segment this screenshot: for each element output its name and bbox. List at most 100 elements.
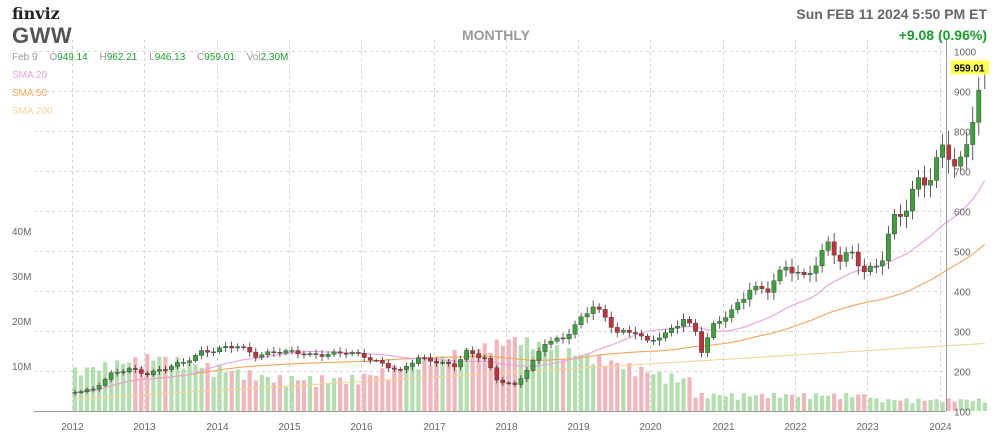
volume-bar <box>398 369 403 411</box>
candle-body <box>464 350 470 360</box>
sma200-legend[interactable]: SMA 200 <box>12 106 53 117</box>
candle <box>403 362 409 374</box>
candlesticks <box>72 66 988 396</box>
volume-bar <box>687 377 692 411</box>
volume-bar <box>392 365 397 411</box>
candle <box>584 307 590 324</box>
candle-body <box>934 157 939 181</box>
candle-body <box>102 379 108 386</box>
volume-bar <box>344 384 349 411</box>
candle <box>277 348 283 358</box>
candle-body <box>819 250 825 267</box>
volume-bar <box>217 365 222 411</box>
candle-body <box>331 351 337 355</box>
candle <box>849 245 855 260</box>
candle <box>590 300 596 321</box>
candle-body <box>446 362 451 364</box>
candle-body <box>693 322 698 332</box>
candle <box>265 348 271 359</box>
volume-bar <box>699 393 704 411</box>
candle <box>434 357 439 367</box>
candle <box>229 341 235 353</box>
candle <box>596 303 602 314</box>
volume-bar <box>645 372 650 411</box>
candle-body <box>108 372 114 380</box>
sma50-legend[interactable]: SMA 50 <box>12 88 48 99</box>
x-tick-label: 2016 <box>350 422 373 433</box>
candle-body <box>132 368 138 370</box>
candle <box>181 358 186 367</box>
candle <box>162 365 168 374</box>
candle <box>922 165 927 198</box>
volume-bar <box>844 393 849 411</box>
candle <box>518 375 524 388</box>
ticker-symbol[interactable]: GWW <box>12 23 73 48</box>
volume-bar <box>289 375 295 411</box>
volume-bar <box>72 367 78 411</box>
volume-bar <box>916 398 921 411</box>
volume-bar <box>265 376 270 411</box>
candle-body <box>687 319 692 324</box>
candle-body <box>138 369 144 374</box>
x-tick-label: 2021 <box>712 422 735 433</box>
axes: 100 200 300 400 500 600 700 800 900 1000 2012 2013 2… <box>12 40 989 433</box>
volume-bar <box>133 357 138 411</box>
candle <box>638 329 644 341</box>
candle <box>940 134 946 168</box>
candle <box>289 346 295 355</box>
candle-body <box>90 388 96 391</box>
candle-body <box>548 341 554 345</box>
candle-body <box>602 309 608 318</box>
sma20-legend[interactable]: SMA 20 <box>12 70 48 81</box>
volume-bar <box>416 369 421 411</box>
volume-bar <box>813 393 819 411</box>
candle <box>488 356 494 370</box>
brand-logo[interactable]: finviz <box>12 4 60 23</box>
volume-bar <box>193 364 198 411</box>
candle-body <box>271 351 277 353</box>
candle-body <box>373 360 379 362</box>
x-tick-label: 2019 <box>567 422 590 433</box>
candle-body <box>958 156 964 167</box>
volume-bar <box>832 393 837 411</box>
candle <box>898 204 903 227</box>
candle-body <box>879 260 885 267</box>
candle-body <box>391 367 397 370</box>
volume-bars <box>72 337 987 411</box>
volume-bar <box>350 375 355 411</box>
volume-bar <box>898 400 903 411</box>
candle <box>566 328 572 345</box>
volume-bar <box>482 343 487 411</box>
candle-body <box>789 266 795 274</box>
candle-body <box>843 252 849 262</box>
volume-bar <box>904 398 909 411</box>
volume-tick-label: 30M <box>12 272 31 283</box>
volume-bar <box>777 397 783 411</box>
candle <box>879 251 885 276</box>
candle-body <box>584 313 590 318</box>
candle <box>241 343 247 351</box>
volume-bar <box>801 393 807 411</box>
candle <box>78 389 84 394</box>
candle-body <box>801 271 807 275</box>
volume-bar <box>319 375 325 411</box>
volume-bar <box>621 368 626 411</box>
candle <box>669 324 674 337</box>
volume-bar <box>446 359 451 411</box>
volume-bar <box>651 373 656 411</box>
candle-body <box>355 352 361 354</box>
volume-bar <box>283 387 288 411</box>
candle-body <box>458 359 464 368</box>
candle <box>723 311 729 328</box>
candle <box>693 318 698 336</box>
candle-body <box>217 347 223 353</box>
candle <box>777 265 783 285</box>
open-label: O <box>49 52 58 63</box>
candle <box>464 348 470 362</box>
candle-body <box>855 251 861 267</box>
candle <box>885 225 891 270</box>
candle-body <box>84 389 90 392</box>
volume-bar <box>615 362 620 411</box>
candle-body <box>241 346 247 348</box>
volume-bar <box>723 396 728 411</box>
